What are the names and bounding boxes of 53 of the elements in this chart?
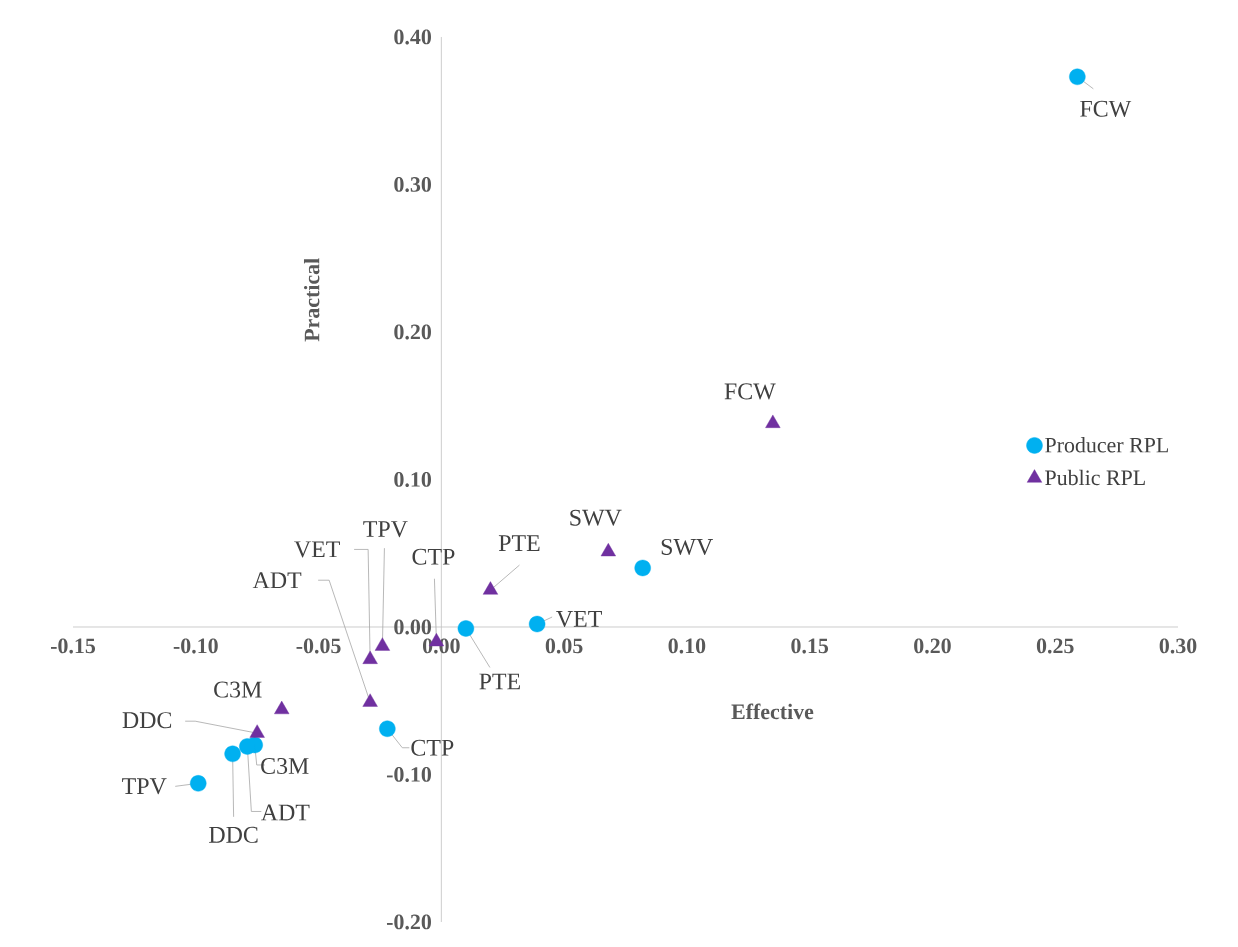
annotation: PTE xyxy=(479,673,520,690)
point xyxy=(634,559,651,577)
legend-label: Public RPL xyxy=(1045,469,1145,486)
annotation: CTP xyxy=(412,548,455,565)
annotation: PTE xyxy=(498,535,540,551)
x-tick-label: 0.15 xyxy=(791,638,829,654)
annotation: ADT xyxy=(261,804,310,821)
y-axis-title: Practical xyxy=(303,258,320,342)
point xyxy=(457,620,475,637)
point xyxy=(1069,68,1086,85)
x-tick-label: 0.05 xyxy=(545,638,583,654)
annotation: C3M xyxy=(261,757,309,775)
point xyxy=(600,543,616,557)
point xyxy=(379,720,396,737)
y-tick-label: 0.30 xyxy=(394,177,431,192)
annotation: DDC xyxy=(209,826,258,843)
x-tick-label: -0.15 xyxy=(50,638,96,654)
point xyxy=(190,775,207,792)
point xyxy=(274,700,290,715)
x-tick-label: 0.10 xyxy=(668,638,706,654)
annotation: FCW xyxy=(1080,100,1132,117)
y-tick-label: 0.10 xyxy=(394,472,431,487)
x-tick-label: -0.10 xyxy=(173,638,218,654)
point xyxy=(362,650,378,664)
annotation: SWV xyxy=(570,509,622,526)
annotation: VET xyxy=(556,611,602,628)
y-tick-label: -0.10 xyxy=(386,767,431,782)
x-tick-label: -0.05 xyxy=(296,638,341,654)
annotation: DDC xyxy=(122,712,172,729)
annotation: ADT xyxy=(252,572,302,589)
point xyxy=(482,581,499,595)
y-tick-label: 0.00 xyxy=(394,619,431,635)
point xyxy=(374,637,390,651)
y-tick-label: -0.20 xyxy=(386,914,431,930)
legend-label: Producer RPL xyxy=(1045,437,1168,453)
point xyxy=(528,615,546,633)
x-tick-label: 0.30 xyxy=(1159,638,1197,654)
annotation: CTP xyxy=(411,739,454,756)
annotation: FCW xyxy=(724,383,776,400)
x-tick-label: 0.20 xyxy=(914,638,951,654)
x-axis-title: Effective xyxy=(731,703,814,720)
annotation: TPV xyxy=(122,778,167,795)
point xyxy=(224,745,241,763)
point xyxy=(362,693,378,707)
point xyxy=(765,414,781,428)
annotation: C3M xyxy=(214,681,262,698)
annotation: TPV xyxy=(363,521,408,538)
annotation: VET xyxy=(294,541,340,558)
x-tick-label: 0.25 xyxy=(1036,638,1074,654)
y-tick-label: 0.20 xyxy=(394,324,431,340)
point xyxy=(249,724,265,738)
y-tick-label: 0.40 xyxy=(394,29,431,45)
annotation: SWV xyxy=(661,538,713,556)
